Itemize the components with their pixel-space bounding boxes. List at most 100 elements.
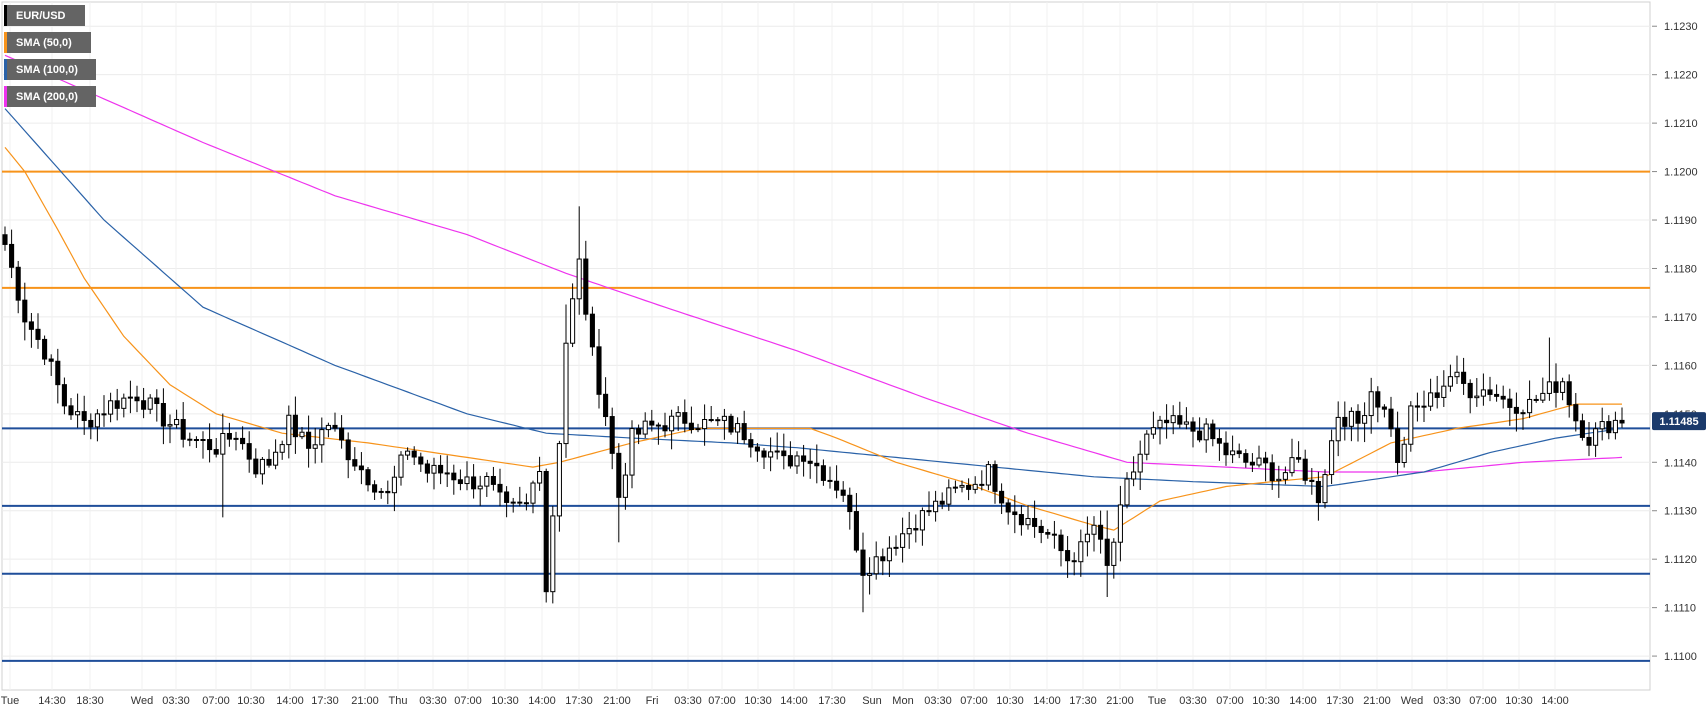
candle-body xyxy=(141,400,147,410)
candle-body xyxy=(860,549,866,576)
candle-body xyxy=(979,483,985,486)
candle-body xyxy=(1164,419,1170,424)
candle xyxy=(1467,379,1473,414)
candle xyxy=(444,455,450,487)
candle xyxy=(1408,401,1414,452)
candle xyxy=(253,448,259,478)
candle xyxy=(1144,430,1150,461)
candle xyxy=(622,462,628,510)
x-tick-label: 03:30 xyxy=(162,695,190,707)
candle xyxy=(517,486,523,507)
candles xyxy=(2,206,1625,613)
candle-body xyxy=(1183,421,1189,425)
x-tick-label: Sun xyxy=(862,695,882,707)
candle xyxy=(1084,516,1090,557)
candle xyxy=(220,413,226,518)
candle xyxy=(794,451,800,474)
candle xyxy=(1230,435,1236,464)
candle xyxy=(1256,445,1262,468)
candle xyxy=(9,229,15,279)
x-tick-label: 07:00 xyxy=(1469,695,1497,707)
candle xyxy=(589,306,595,356)
candle xyxy=(464,461,470,491)
candle xyxy=(1183,407,1189,430)
candle-body xyxy=(2,234,8,245)
candle xyxy=(1566,374,1572,418)
candle-body xyxy=(1533,398,1539,401)
candle-body xyxy=(1170,415,1176,424)
candle xyxy=(1117,485,1123,562)
candle xyxy=(372,480,378,500)
candle xyxy=(1051,520,1057,549)
candle xyxy=(1375,386,1381,423)
candle-body xyxy=(550,515,556,593)
candle-body xyxy=(1520,412,1526,415)
candle-body xyxy=(1124,478,1130,506)
candle xyxy=(992,460,998,504)
candle xyxy=(88,413,94,440)
candle-body xyxy=(589,313,595,348)
x-tick-label: 14:00 xyxy=(780,695,808,707)
candle xyxy=(398,451,404,486)
x-tick-label: 21:00 xyxy=(1363,695,1391,707)
candle xyxy=(35,313,41,349)
candle xyxy=(959,480,965,493)
candle-body xyxy=(1368,391,1374,417)
candle xyxy=(1243,449,1249,468)
x-tick-label: 14:00 xyxy=(276,695,304,707)
candle xyxy=(299,426,305,440)
candle-body xyxy=(226,432,232,440)
candle xyxy=(550,505,556,604)
candle-body xyxy=(352,459,358,467)
candle xyxy=(893,535,899,556)
candle xyxy=(847,487,853,530)
candle-body xyxy=(273,451,279,466)
x-tick-label: 10:30 xyxy=(1505,695,1533,707)
candle-body xyxy=(160,403,166,427)
candle xyxy=(649,409,655,432)
candle-body xyxy=(438,464,444,474)
y-tick-label: 1.1110 xyxy=(1664,603,1696,615)
candle xyxy=(972,476,978,494)
candle xyxy=(1553,363,1559,408)
candle-body xyxy=(966,484,972,490)
candle-body xyxy=(1546,381,1552,394)
candle xyxy=(1507,388,1513,426)
candle xyxy=(207,423,213,463)
candle xyxy=(556,440,562,532)
candle-body xyxy=(484,475,490,487)
candle-body xyxy=(464,476,470,485)
candle-body xyxy=(576,258,582,300)
candle-body xyxy=(233,437,239,440)
candle xyxy=(1045,528,1051,539)
candle xyxy=(801,444,807,477)
candle xyxy=(537,456,543,491)
legend-label: SMA (50,0) xyxy=(16,36,72,49)
candle-body xyxy=(543,471,549,593)
candle-body xyxy=(299,431,305,438)
y-tick-label: 1.1230 xyxy=(1664,21,1698,33)
candle xyxy=(101,395,107,427)
x-tick-label: 07:00 xyxy=(1216,695,1244,707)
candle-body xyxy=(266,458,272,466)
candle-body xyxy=(959,484,965,488)
candle-body xyxy=(893,546,899,549)
candle xyxy=(530,480,536,514)
candle-body xyxy=(669,415,675,432)
candle xyxy=(1500,385,1506,409)
candle-body xyxy=(1560,381,1566,393)
candle xyxy=(919,507,925,546)
candle xyxy=(233,431,239,451)
candle xyxy=(1586,422,1592,457)
candle xyxy=(28,312,34,348)
y-tick-label: 1.1160 xyxy=(1664,360,1697,372)
current-price-label: 1.11485 xyxy=(1659,416,1698,428)
x-tick-label: 03:30 xyxy=(674,695,702,707)
candle xyxy=(312,427,318,464)
candle-body xyxy=(200,439,206,442)
candle xyxy=(174,409,180,429)
legend-item: SMA (100,0) xyxy=(4,59,96,80)
x-tick-label: 10:30 xyxy=(237,695,265,707)
candle xyxy=(1137,440,1143,490)
